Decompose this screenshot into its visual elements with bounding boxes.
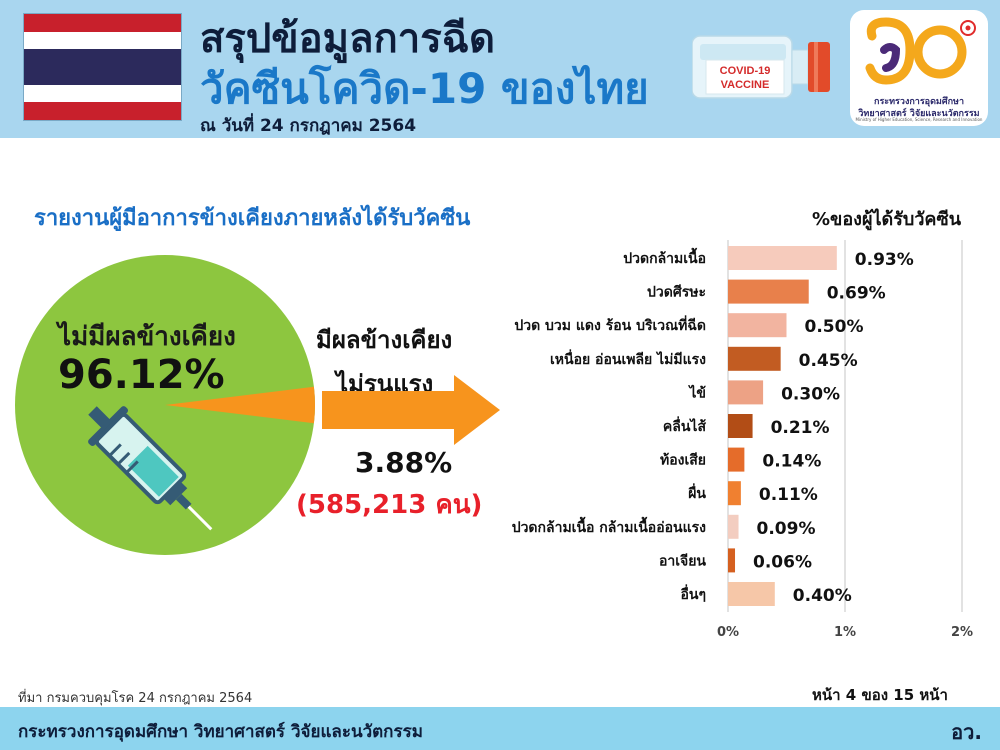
mild-side-effect-value: 3.88% <box>355 446 453 479</box>
bar-value-label: 0.40% <box>793 586 852 606</box>
bar <box>728 380 764 405</box>
bar-value-label: 0.50% <box>805 317 864 337</box>
bar <box>728 514 739 539</box>
x-tick-label: 1% <box>834 625 856 640</box>
bar <box>728 279 809 304</box>
category-label: ปวดกล้ามเนื้อ <box>623 247 706 267</box>
vaccine-box-line1: COVID-19 <box>720 65 771 77</box>
bar-value-label: 0.30% <box>781 384 840 404</box>
bar-value-label: 0.11% <box>759 485 818 505</box>
bar-value-label: 0.09% <box>757 519 816 539</box>
flag-stripe <box>24 32 181 49</box>
flag-stripe <box>24 101 181 120</box>
bar <box>728 447 745 472</box>
arrow-right-icon <box>322 375 500 445</box>
side-effect-pie-chart <box>15 255 316 555</box>
footer-ministry: กระทรวงการอุดมศึกษา วิทยาศาสตร์ วิจัยและ… <box>18 722 423 742</box>
category-label: ปวดกล้ามเนื้อ กล้ามเนื้ออ่อนแรง <box>512 516 706 536</box>
bar-value-label: 0.21% <box>771 418 830 438</box>
flag-stripe <box>24 85 181 102</box>
bar <box>728 582 775 606</box>
pie-slice-mild <box>165 386 316 424</box>
category-label: อื่นๆ <box>681 584 707 603</box>
flag-stripe <box>24 14 181 33</box>
logo-text-line1: กระทรวงการอุดมศึกษา <box>874 97 964 107</box>
side-effect-bar-chart: 0% 1% 2% ปวดกล้ามเนื้อ 0.93% ปวดศีรษะ 0.69% ปวด… <box>512 240 973 640</box>
report-date: ณ วันที่ 24 กรกฎาคม 2564 <box>200 116 417 136</box>
no-side-effect-label: ไม่มีผลข้างเคียง <box>58 322 236 352</box>
vaccine-vial-icon: COVID-19 VACCINE <box>692 35 830 99</box>
thai-flag-icon <box>24 14 181 120</box>
bar-value-label: 0.69% <box>827 284 886 304</box>
vaccine-box-line2: VACCINE <box>721 79 770 91</box>
source-note: ที่มา กรมควบคุมโรค 24 กรกฎาคม 2564 <box>18 691 253 706</box>
category-label: ปวดศีรษะ <box>647 285 706 301</box>
page-title: สรุปข้อมูลการฉีด <box>200 16 495 62</box>
bar <box>728 246 837 270</box>
bar <box>728 481 741 506</box>
page-subtitle: วัคซีนโควิด-19 ของไทย <box>200 64 649 113</box>
category-label: ไข้ <box>687 383 706 401</box>
bar-value-label: 0.45% <box>799 351 858 371</box>
bar <box>728 346 781 371</box>
page-number: หน้า 4 ของ 15 หน้า <box>812 686 948 704</box>
bar-value-label: 0.14% <box>762 452 821 472</box>
category-label: อาเจียน <box>659 553 706 569</box>
no-side-effect-value: 96.12% <box>58 352 225 398</box>
logo-text-line3: Ministry of Higher Education, Science, R… <box>855 117 983 122</box>
bar <box>728 414 753 438</box>
bar-value-label: 0.06% <box>753 552 812 572</box>
mild-side-effect-count: (585,213 คน) <box>296 490 483 520</box>
category-label: คลื่นไส้ <box>663 416 707 435</box>
x-tick-label: 0% <box>717 625 739 640</box>
bar <box>728 548 736 573</box>
header-banner: สรุปข้อมูลการฉีด วัคซีนโควิด-19 ของไทย ณ… <box>0 0 1000 138</box>
mild-side-effect-label: มีผลข้างเคียง <box>316 326 453 354</box>
bar <box>728 313 787 338</box>
bar-chart-title: %ของผู้ได้รับวัคซีน <box>812 209 961 230</box>
flag-stripe <box>24 48 181 85</box>
ministry-logo-icon <box>865 17 976 85</box>
category-label: ปวด บวม แดง ร้อน บริเวณที่ฉีด <box>514 315 706 334</box>
x-tick-label: 2% <box>951 625 973 640</box>
syringe-icon <box>88 406 213 531</box>
ministry-logo: กระทรวงการอุดมศึกษา วิทยาศาสตร์ วิจัยและ… <box>850 10 988 126</box>
bar-value-label: 0.93% <box>855 250 914 270</box>
footer-bar: กระทรวงการอุดมศึกษา วิทยาศาสตร์ วิจัยและ… <box>0 707 1000 750</box>
category-label: ผื่น <box>688 483 706 502</box>
report-heading: รายงานผู้มีอาการข้างเคียงภายหลังได้รับวั… <box>34 206 471 231</box>
footer-abbr: อว. <box>951 720 982 744</box>
category-label: เหนื่อย อ่อนเพลีย ไม่มีแรง <box>550 349 706 368</box>
logo-text-line2: วิทยาศาสตร์ วิจัยและนวัตกรรม <box>858 109 980 119</box>
category-label: ท้องเสีย <box>660 453 706 469</box>
